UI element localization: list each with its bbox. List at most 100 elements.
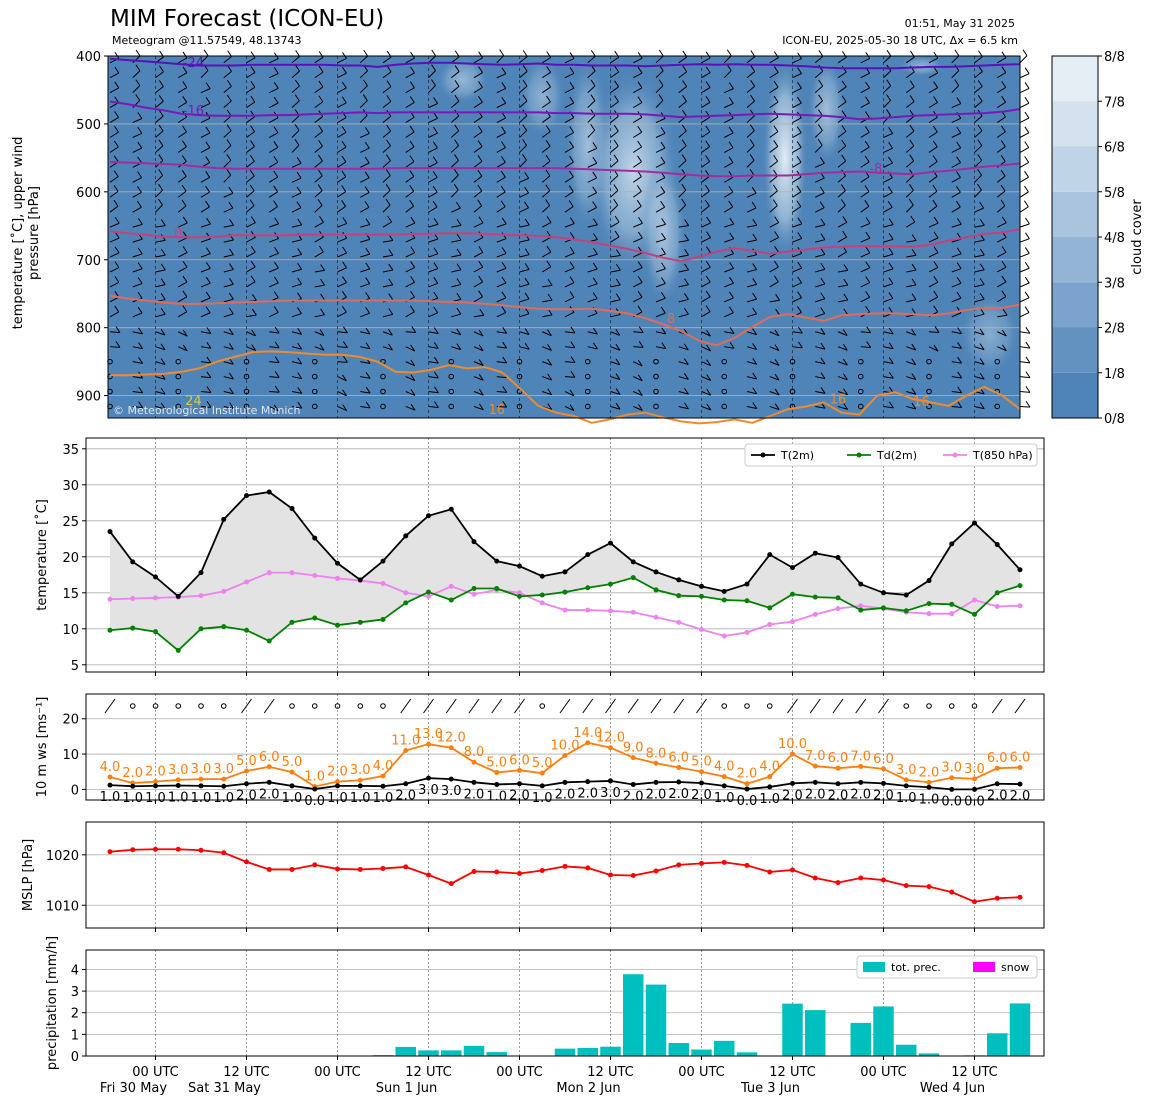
wind-barb-icon [928,161,938,168]
upper-ytick-label: 600 [76,186,101,201]
wind-barb-flag [684,293,689,300]
wind-barb-icon [951,55,960,64]
wind-barb-icon [541,205,551,213]
wind-barb-icon [155,361,166,366]
isotherm-line [109,57,1021,70]
surface-wind-barb-icon [423,698,434,714]
wind-barb-icon [837,175,846,183]
temp-data-point [130,625,136,631]
wind-barb-flag [434,401,439,408]
wind-data-point [903,777,909,783]
wind-barb-icon [178,222,188,228]
wind-barb-icon [883,147,893,153]
calm-wind-icon [721,358,728,365]
wind-barb-icon [132,253,143,258]
time-tick-label: 12 UTC [587,1065,633,1080]
wind-barb-icon [109,146,119,153]
colorbar-segment [1052,372,1098,418]
surface-calm-icon [198,703,204,709]
isotherm-label: 16 [488,403,505,418]
wind-barb-flag [887,201,893,208]
wind-barb-icon [564,331,575,334]
wind-barb-icon [496,252,507,258]
wind-barb-icon [360,162,370,168]
wind-barb-flag [205,200,210,208]
wind-barb-flag [433,356,439,364]
wind-barb-icon [860,72,870,79]
calm-wind-icon [175,388,182,395]
calm-wind-icon [380,403,386,410]
temp-ytick-label: 20 [62,551,79,566]
wind-barb-icon [178,57,188,64]
wind-barb-flag [388,278,394,286]
wind-barb-flag [547,358,553,366]
calm-wind-icon [721,388,728,395]
wind-barb-flag [160,402,166,410]
temp-data-point [357,619,363,625]
wind-barb-icon [382,204,391,213]
wind-barb-icon [473,346,484,352]
wind-barb-icon [223,313,234,318]
wind-barb-flag [114,246,120,254]
wind-barb-icon [428,238,439,243]
wind-barb-icon [746,346,757,350]
wind-barb-flag [433,327,439,334]
wind-data-point [653,779,659,785]
temp-data-point [585,585,591,591]
wind-barb-icon [291,162,302,168]
time-tick-label: 12 UTC [769,1065,815,1080]
wind-barb-icon [951,405,962,408]
surface-wind-barb-icon [696,698,707,714]
gust-value-label: 3.0 [168,763,189,778]
wind-barb-flag [478,388,484,396]
wind-barb-flag [522,50,528,57]
wind-barb-flag [706,359,712,366]
wind-barb-icon [746,192,757,198]
wind-barb-icon [519,313,530,318]
mean-wind-value-label: 2.0 [828,789,849,804]
wind-barb-icon [473,72,483,79]
surface-wind-barb-icon [582,698,594,714]
wind-barb-icon [974,145,983,153]
wind-barb-icon [769,72,779,79]
temp-data-point [403,590,409,596]
wind-barb-icon [610,175,619,183]
temp-ytick-label: 25 [62,515,79,530]
wind-barb-flag [114,216,120,224]
wind-barb-icon [132,223,143,228]
wind-barb-icon [360,312,370,318]
wind-data-point [721,783,727,789]
wind-barb-icon [792,176,802,183]
mslp-data-point [835,880,841,886]
wind-barb-flag [342,246,348,254]
wind-data-point [107,782,113,788]
wind-barb-icon [428,132,438,138]
wind-barb-flag [820,233,826,240]
wind-barb-icon [405,376,416,382]
wind-barb-flag [317,154,323,162]
wind-barb-flag [114,96,120,103]
wind-barb-icon [587,298,598,303]
date-tick-label: Fri 30 May [100,1081,167,1096]
wind-barb-icon [496,161,506,168]
date-tick-label: Mon 2 Jun [556,1081,620,1096]
wind-barb-flag [409,140,415,148]
temp-data-point [198,626,204,632]
mean-wind-value-label: 1.0 [714,791,735,806]
wind-barb-flag [661,218,667,225]
wind-barb-flag [933,231,939,239]
wind-barb-icon [678,313,689,318]
wind-barb-icon [291,115,300,123]
mean-wind-value-label: 1.0 [350,791,371,806]
wind-barb-flag [251,344,257,351]
wind-barb-icon [496,191,506,198]
temp-data-point [244,493,249,499]
calm-wind-icon [448,358,455,365]
wind-barb-flag [545,184,551,191]
wind-barb-icon [519,145,527,153]
gust-value-label: 3.0 [896,763,917,778]
colorbar-tick-label: 3/8 [1104,276,1125,291]
chart-subtitle: Meteogram @11.57549, 48.13743 [112,34,302,47]
wind-barb-flag [909,184,914,191]
wind-barb-icon [564,361,576,363]
